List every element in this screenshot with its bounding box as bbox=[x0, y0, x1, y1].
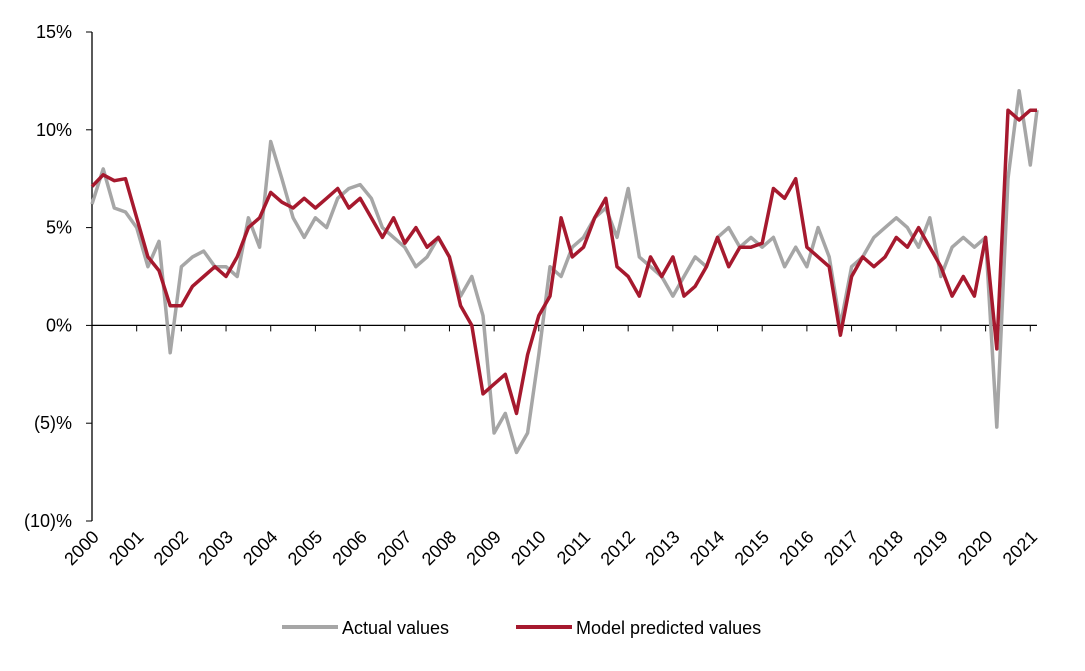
y-tick-label: (10)% bbox=[24, 511, 72, 531]
series-line bbox=[90, 88, 1039, 455]
x-tick-label: 2003 bbox=[194, 527, 236, 569]
x-tick-label: 2019 bbox=[909, 527, 951, 569]
y-tick-label: 0% bbox=[46, 315, 72, 335]
x-tick-label: 2015 bbox=[731, 527, 773, 569]
x-tick-label: 2000 bbox=[60, 527, 102, 569]
y-tick-label: 5% bbox=[46, 218, 72, 238]
x-tick-label: 2001 bbox=[105, 527, 147, 569]
x-tick-label: 2004 bbox=[239, 527, 281, 569]
x-tick-label: 2008 bbox=[418, 527, 460, 569]
x-tick-label: 2014 bbox=[686, 527, 728, 569]
x-tick-label: 2017 bbox=[820, 527, 862, 569]
x-tick-label: 2010 bbox=[507, 527, 549, 569]
y-tick-label: (5)% bbox=[34, 413, 72, 433]
x-tick-label: 2016 bbox=[775, 527, 817, 569]
x-tick-label: 2005 bbox=[284, 527, 326, 569]
x-tick-label: 2021 bbox=[999, 527, 1041, 569]
x-tick-label: 2012 bbox=[597, 527, 639, 569]
x-tick-label: 2006 bbox=[328, 527, 370, 569]
y-tick-label: 15% bbox=[36, 22, 72, 42]
x-tick-label: 2007 bbox=[373, 527, 415, 569]
legend-label: Model predicted values bbox=[576, 618, 761, 638]
x-tick-label: 2013 bbox=[641, 527, 683, 569]
x-tick-label: 2009 bbox=[462, 527, 504, 569]
series-line bbox=[90, 108, 1037, 416]
y-tick-label: 10% bbox=[36, 120, 72, 140]
legend-label: Actual values bbox=[342, 618, 449, 638]
x-tick-label: 2011 bbox=[553, 527, 595, 569]
x-tick-label: 2002 bbox=[150, 527, 192, 569]
x-tick-label: 2018 bbox=[865, 527, 907, 569]
x-tick-label: 2020 bbox=[954, 527, 996, 569]
